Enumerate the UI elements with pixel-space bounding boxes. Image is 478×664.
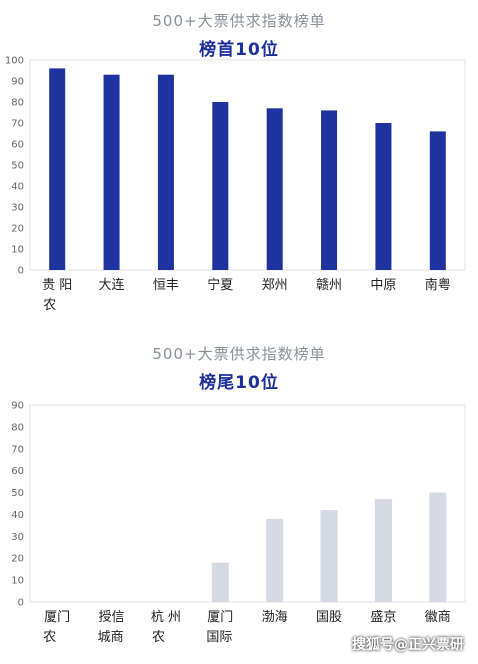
y-tick-label: 60 [11, 140, 24, 151]
x-tick-label: 宁夏 [207, 277, 233, 293]
bar [266, 518, 284, 602]
x-tick-label: 厦门 [207, 610, 233, 625]
bar [320, 510, 338, 602]
bar [321, 110, 338, 271]
y-tick-label: 40 [11, 510, 24, 521]
chart1-title: 500+大票供求指数榜单 [152, 12, 326, 30]
y-tick-label: 80 [11, 98, 24, 109]
x-tick-label: 授信 [99, 610, 125, 625]
x-tick-label: 城商 [98, 630, 124, 645]
y-tick-label: 30 [11, 532, 24, 543]
x-tick-label: 南粤 [425, 277, 451, 293]
x-tick-label: 国际 [206, 630, 232, 645]
y-tick-label: 0 [18, 598, 24, 609]
x-tick-label: 杭 州 [151, 610, 181, 625]
x-tick-label: 农 [152, 630, 165, 645]
x-tick-label: 赣州 [316, 278, 342, 293]
y-tick-label: 10 [11, 576, 24, 587]
y-tick-label: 100 [5, 56, 24, 67]
chart1-plot: 0 10 20 30 40 50 60 70 80 90 100 贵 阳农 大连 恒丰 宁夏 郑州 赣州 中原 南粤 [5, 56, 466, 313]
bar [211, 562, 229, 602]
chart1-subtitle: 榜首10位 [199, 40, 279, 60]
bar [212, 102, 229, 270]
x-tick-label: 农 [43, 298, 56, 313]
y-tick-label: 30 [11, 203, 24, 214]
x-tick-label: 徽商 [425, 610, 451, 625]
bar [49, 68, 66, 271]
x-tick-label: 盛京 [370, 610, 396, 625]
bar [375, 123, 392, 270]
chart2-subtitle: 榜尾10位 [199, 373, 279, 393]
y-tick-label: 10 [11, 245, 24, 256]
y-tick-label: 80 [11, 422, 24, 433]
chart2-title: 500+大票供求指数榜单 [152, 345, 326, 363]
y-tick-label: 70 [11, 444, 24, 455]
bar [429, 492, 447, 602]
watermark: 搜狐号@正兴票研 [352, 637, 464, 653]
bar [103, 74, 120, 270]
plot-area [29, 404, 466, 603]
x-tick-label: 郑州 [262, 278, 288, 293]
bar [429, 131, 446, 270]
x-tick-label: 国股 [316, 610, 342, 625]
y-tick-label: 70 [11, 119, 24, 130]
y-tick-label: 60 [11, 466, 24, 477]
x-tick-label: 厦门 [44, 610, 70, 625]
x-tick-label: 贵 阳 [42, 278, 72, 293]
bar [374, 499, 392, 602]
bar [266, 108, 283, 270]
y-tick-label: 50 [11, 161, 24, 172]
y-tick-label: 90 [11, 77, 24, 88]
x-tick-label: 恒丰 [153, 278, 179, 293]
y-tick-label: 20 [11, 224, 24, 235]
plot-area [29, 59, 466, 271]
x-tick-label: 中原 [370, 278, 396, 293]
x-tick-label: 农 [43, 630, 56, 645]
bar [157, 74, 174, 270]
y-tick-label: 40 [11, 182, 24, 193]
y-tick-label: 0 [18, 266, 24, 277]
y-tick-label: 90 [11, 401, 24, 412]
y-tick-label: 20 [11, 554, 24, 565]
y-tick-label: 50 [11, 488, 24, 499]
x-tick-label: 渤海 [262, 609, 288, 625]
x-tick-label: 大连 [99, 277, 125, 293]
